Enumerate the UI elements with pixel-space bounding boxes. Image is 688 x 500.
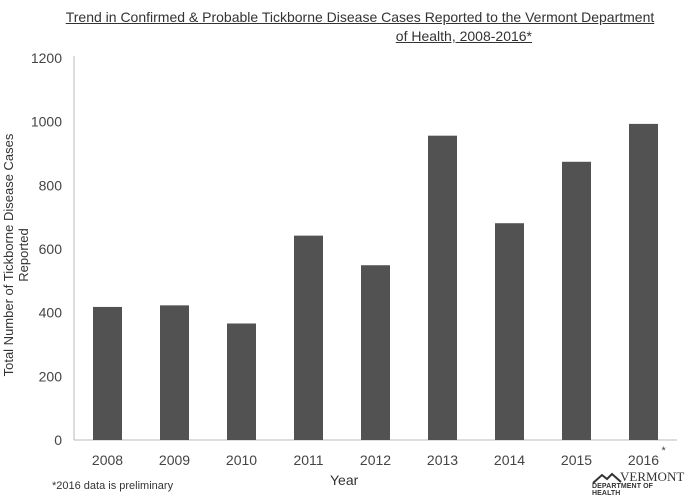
x-tick-label: 2011 xyxy=(293,452,323,468)
y-tick-label: 200 xyxy=(39,368,63,384)
y-tick-label: 800 xyxy=(39,177,63,193)
mountain-icon xyxy=(592,472,622,484)
y-tick-label: 1200 xyxy=(31,50,62,66)
bar-2016 xyxy=(629,123,658,441)
bar-2010 xyxy=(227,323,256,440)
bar-2009 xyxy=(160,305,189,440)
x-axis-label: Year xyxy=(330,472,359,488)
bar-2012 xyxy=(361,265,390,440)
x-tick-label: 2012 xyxy=(360,452,391,468)
bar-2013 xyxy=(428,135,457,440)
x-tick-label: 2010 xyxy=(226,452,257,468)
y-tick-label: 400 xyxy=(39,305,63,321)
bar-2014 xyxy=(495,223,524,440)
x-tick-label: 2016 xyxy=(628,452,659,468)
x-tick-label: 2014 xyxy=(494,452,525,468)
x-tick-label: 2008 xyxy=(92,452,123,468)
chart-title-line2: of Health, 2008-2016* xyxy=(395,28,532,44)
x-tick-label: 2015 xyxy=(561,452,592,468)
chart-title: Trend in Confirmed & Probable Tickborne … xyxy=(60,8,660,46)
y-tick-label: 1000 xyxy=(31,114,62,130)
x-tick-label: 2009 xyxy=(159,452,190,468)
logo-department: DEPARTMENT OF HEALTH xyxy=(592,483,654,497)
bar-2015 xyxy=(562,161,591,440)
x-tick-mark: * xyxy=(662,445,667,457)
y-tick-label: 600 xyxy=(39,241,63,257)
y-tick-label: 0 xyxy=(54,432,62,448)
vermont-health-logo: VERMONT DEPARTMENT OF HEALTH xyxy=(592,469,685,497)
bar-2011 xyxy=(294,235,323,440)
bar-2008 xyxy=(93,306,122,440)
logo-vermont: VERMONT xyxy=(620,469,685,484)
chart-title-line1: Trend in Confirmed & Probable Tickborne … xyxy=(65,9,655,25)
x-tick-label: 2013 xyxy=(427,452,458,468)
footnote: *2016 data is preliminary xyxy=(52,480,174,492)
